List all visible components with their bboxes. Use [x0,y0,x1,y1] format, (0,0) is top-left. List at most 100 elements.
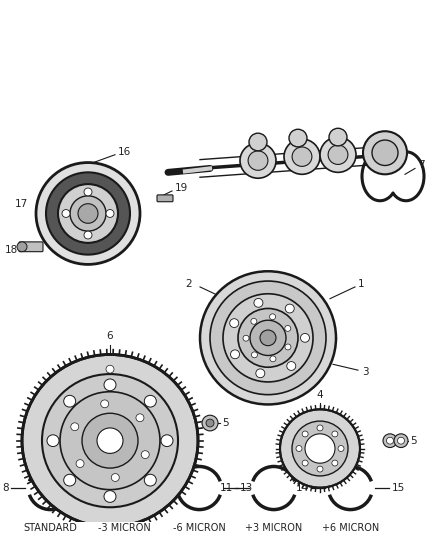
Text: 7: 7 [418,159,424,169]
Circle shape [285,304,294,313]
Circle shape [84,231,92,239]
Text: +6 MICRON: +6 MICRON [322,523,379,533]
Text: 4: 4 [317,390,323,400]
Text: 2: 2 [185,279,192,289]
Text: STANDARD: STANDARD [23,523,78,533]
FancyBboxPatch shape [19,242,43,252]
Text: 12: 12 [145,483,158,493]
Circle shape [104,379,116,391]
Circle shape [292,147,312,166]
Circle shape [78,204,98,223]
Circle shape [256,369,265,378]
Text: 8: 8 [3,483,9,493]
Circle shape [101,400,109,408]
Circle shape [22,354,198,527]
Circle shape [161,435,173,447]
Text: +3 MICRON: +3 MICRON [245,523,302,533]
Circle shape [230,319,239,327]
Circle shape [248,151,268,171]
Circle shape [284,139,320,174]
Text: 11: 11 [219,483,233,493]
Circle shape [251,352,258,358]
Circle shape [289,130,307,147]
Circle shape [302,431,308,437]
Text: 5: 5 [410,435,417,446]
Circle shape [317,425,323,431]
Circle shape [84,188,92,196]
Circle shape [60,392,160,490]
Circle shape [300,334,310,342]
Text: 6: 6 [107,331,113,341]
Circle shape [254,298,263,307]
Circle shape [210,281,326,394]
Circle shape [305,434,335,463]
Circle shape [206,419,214,427]
Text: 1: 1 [358,279,364,289]
Circle shape [328,145,348,164]
Circle shape [285,344,291,350]
Circle shape [223,294,313,382]
Circle shape [144,395,156,407]
Circle shape [36,163,140,264]
Text: 13: 13 [240,483,254,493]
Circle shape [287,361,296,370]
Circle shape [332,431,338,437]
Circle shape [58,184,118,243]
Circle shape [292,421,348,476]
Circle shape [141,451,149,458]
Circle shape [332,460,338,466]
Circle shape [46,172,130,255]
Circle shape [64,474,76,486]
Text: 18: 18 [5,245,18,255]
Circle shape [386,437,393,444]
Text: 16: 16 [118,147,131,157]
Circle shape [111,474,119,481]
Text: 10: 10 [71,483,84,493]
Circle shape [62,209,70,217]
Circle shape [250,320,286,356]
Circle shape [302,460,308,466]
Circle shape [249,133,267,151]
Text: 19: 19 [175,183,188,193]
Circle shape [106,209,114,217]
Text: 3: 3 [362,367,369,377]
Circle shape [372,140,398,166]
Text: 9: 9 [92,483,98,493]
Text: 17: 17 [15,199,28,209]
Circle shape [104,490,116,503]
Circle shape [363,131,407,174]
Text: -6 MICRON: -6 MICRON [173,523,226,533]
Circle shape [42,374,178,507]
Circle shape [251,318,257,324]
Circle shape [47,435,59,447]
Circle shape [285,326,291,332]
Circle shape [269,314,276,320]
Circle shape [243,335,249,341]
Circle shape [320,137,356,172]
Circle shape [136,414,144,422]
FancyBboxPatch shape [157,195,173,201]
Circle shape [70,196,106,231]
Circle shape [76,459,84,467]
Circle shape [230,350,240,359]
Text: -3 MICRON: -3 MICRON [99,523,151,533]
Circle shape [144,474,156,486]
Circle shape [97,428,123,454]
Circle shape [238,309,298,367]
Text: 15: 15 [392,483,405,493]
Circle shape [338,446,344,451]
Text: 14: 14 [296,483,309,493]
Text: 5: 5 [222,418,229,428]
Circle shape [260,330,276,346]
Circle shape [296,446,302,451]
Circle shape [240,143,276,178]
Circle shape [200,271,336,405]
Circle shape [270,356,276,362]
Circle shape [280,409,360,488]
Circle shape [329,128,347,146]
Circle shape [82,413,138,468]
Circle shape [64,395,76,407]
Circle shape [398,437,405,444]
Circle shape [383,434,397,448]
Circle shape [394,434,408,448]
